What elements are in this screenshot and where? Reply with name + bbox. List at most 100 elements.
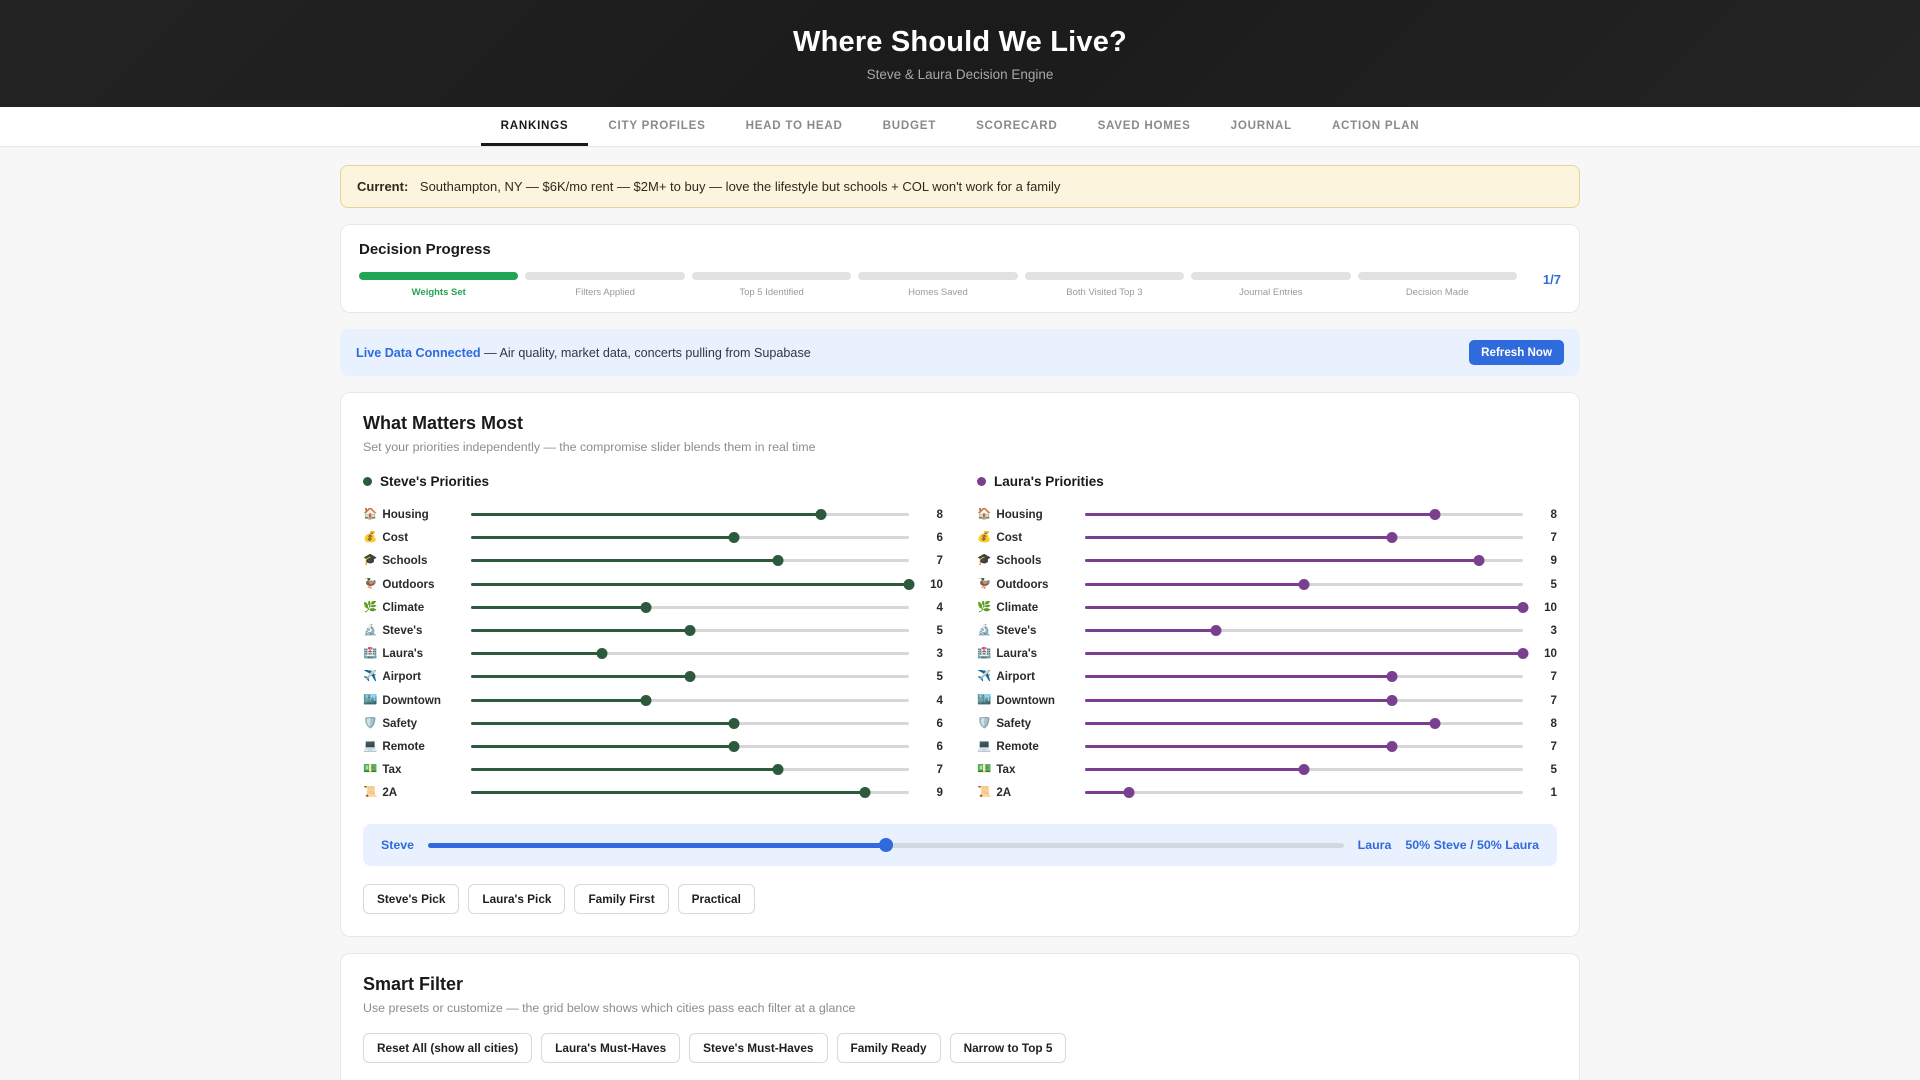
compromise-slider-thumb[interactable] (878, 838, 893, 853)
priority-slider-thumb[interactable] (1123, 787, 1135, 799)
priority-row: 💻 Remote 6 (363, 735, 943, 758)
filter-preset-laura-s-must-haves[interactable]: Laura's Must-Haves (541, 1033, 681, 1064)
priority-slider-thumb[interactable] (1210, 625, 1222, 637)
priority-slider[interactable] (471, 647, 909, 661)
priority-slider[interactable] (471, 600, 909, 614)
priority-slider-thumb[interactable] (1473, 555, 1485, 567)
priority-slider-thumb[interactable] (1429, 509, 1441, 521)
weight-preset-laura-s-pick[interactable]: Laura's Pick (468, 884, 566, 915)
priority-slider[interactable] (1085, 554, 1523, 568)
priority-row: 🦆 Outdoors 5 (977, 573, 1557, 596)
tab-saved-homes[interactable]: SAVED HOMES (1097, 118, 1191, 132)
priority-slider[interactable] (1085, 716, 1523, 730)
priority-slider-thumb[interactable] (903, 578, 915, 590)
steve-priorities-heading-label: Steve's Priorities (380, 474, 490, 489)
priority-row: ✈️ Airport 5 (363, 665, 943, 688)
weight-preset-practical[interactable]: Practical (677, 884, 755, 915)
priority-slider[interactable] (1085, 624, 1523, 638)
priority-slider[interactable] (471, 508, 909, 522)
priority-label-text: 2A (996, 786, 1012, 800)
money-bag-icon: 💰 (363, 531, 378, 544)
priority-slider-thumb[interactable] (728, 717, 740, 729)
weight-preset-family-first[interactable]: Family First (574, 884, 669, 915)
priority-slider-thumb[interactable] (1517, 601, 1529, 613)
filter-preset-steve-s-must-haves[interactable]: Steve's Must-Haves (689, 1033, 828, 1064)
priority-slider-thumb[interactable] (1386, 671, 1398, 683)
priority-slider-thumb[interactable] (1429, 717, 1441, 729)
priority-label: 🏥 Laura's (977, 647, 1077, 660)
priority-slider[interactable] (471, 716, 909, 730)
what-matters-title: What Matters Most (363, 413, 524, 433)
priority-slider-thumb[interactable] (1386, 694, 1398, 706)
progress-step-weights-set: Weights Set (359, 272, 519, 298)
priority-slider-thumb[interactable] (728, 740, 740, 752)
priority-slider-thumb[interactable] (1386, 740, 1398, 752)
priority-label-text: Steve's (996, 624, 1037, 638)
tab-budget[interactable]: BUDGET (882, 118, 937, 132)
priority-label: 🎓 Schools (977, 554, 1077, 567)
priority-slider[interactable] (1085, 577, 1523, 591)
priority-slider[interactable] (1085, 670, 1523, 684)
priority-label: 🌿 Climate (977, 601, 1077, 614)
priority-slider-thumb[interactable] (728, 532, 740, 544)
priority-label: 📜 2A (977, 786, 1077, 799)
priority-slider-thumb[interactable] (684, 625, 696, 637)
filter-preset-reset-all-show-all-cities[interactable]: Reset All (show all cities) (363, 1033, 533, 1064)
priority-slider[interactable] (471, 670, 909, 684)
priority-slider[interactable] (471, 693, 909, 707)
priority-slider-thumb[interactable] (1386, 532, 1398, 544)
priority-slider-fill (471, 721, 734, 725)
priority-slider-thumb[interactable] (815, 509, 827, 521)
priority-slider-thumb[interactable] (684, 671, 696, 683)
priority-value: 10 (1544, 647, 1557, 661)
priority-slider-thumb[interactable] (772, 764, 784, 776)
priority-slider[interactable] (471, 739, 909, 753)
tab-rankings[interactable]: RANKINGS (480, 107, 589, 146)
filter-preset-family-ready[interactable]: Family Ready (836, 1033, 941, 1064)
tab-journal[interactable]: JOURNAL (1230, 118, 1292, 132)
priority-slider-thumb[interactable] (772, 555, 784, 567)
priority-slider[interactable] (471, 763, 909, 777)
live-data-message: Live Data Connected — Air quality, marke… (356, 346, 811, 360)
compromise-slider[interactable] (428, 837, 1344, 853)
priority-row: 🦆 Outdoors 10 (363, 573, 943, 596)
priority-slider[interactable] (471, 531, 909, 545)
priority-label-text: Climate (996, 600, 1039, 614)
refresh-now-button[interactable]: Refresh Now (1469, 340, 1564, 365)
priority-slider[interactable] (1085, 739, 1523, 753)
priority-row: 🏙️ Downtown 7 (977, 689, 1557, 712)
priority-slider-thumb[interactable] (640, 694, 652, 706)
priority-slider-thumb[interactable] (1517, 648, 1529, 660)
priority-slider[interactable] (1085, 508, 1523, 522)
priority-slider-thumb[interactable] (596, 648, 608, 660)
priority-slider-thumb[interactable] (1298, 764, 1310, 776)
priority-slider[interactable] (1085, 763, 1523, 777)
filter-preset-narrow-to-top-5[interactable]: Narrow to Top 5 (949, 1033, 1067, 1064)
what-matters-most-card: What Matters Most Set your priorities in… (340, 392, 1580, 938)
tab-action-plan[interactable]: ACTION PLAN (1331, 118, 1420, 132)
priority-row: 🏙️ Downtown 4 (363, 689, 943, 712)
tab-head-to-head[interactable]: HEAD TO HEAD (745, 118, 843, 132)
priority-slider[interactable] (471, 624, 909, 638)
priority-slider[interactable] (1085, 531, 1523, 545)
priority-slider[interactable] (471, 554, 909, 568)
priority-slider[interactable] (1085, 600, 1529, 614)
priority-slider-fill (1085, 698, 1392, 702)
priority-slider-thumb[interactable] (859, 787, 871, 799)
weight-preset-steve-s-pick[interactable]: Steve's Pick (363, 884, 460, 915)
priority-slider[interactable] (471, 577, 915, 591)
priority-label: 💰 Cost (977, 531, 1077, 544)
priority-slider[interactable] (1085, 786, 1523, 800)
priority-slider[interactable] (1085, 693, 1523, 707)
priority-label-text: Cost (382, 531, 409, 545)
progress-step-label: Top 5 Identified (739, 287, 804, 298)
tab-city-profiles[interactable]: CITY PROFILES (608, 118, 706, 132)
priority-value: 9 (1550, 554, 1557, 568)
priority-slider-thumb[interactable] (640, 601, 652, 613)
smart-filter-preset-buttons: Reset All (show all cities) Laura's Must-… (363, 1033, 1557, 1064)
priority-slider[interactable] (1085, 647, 1529, 661)
progress-step-label: Homes Saved (908, 287, 968, 298)
tab-scorecard[interactable]: SCORECARD (976, 118, 1058, 132)
priority-slider-thumb[interactable] (1298, 578, 1310, 590)
priority-slider[interactable] (471, 786, 909, 800)
